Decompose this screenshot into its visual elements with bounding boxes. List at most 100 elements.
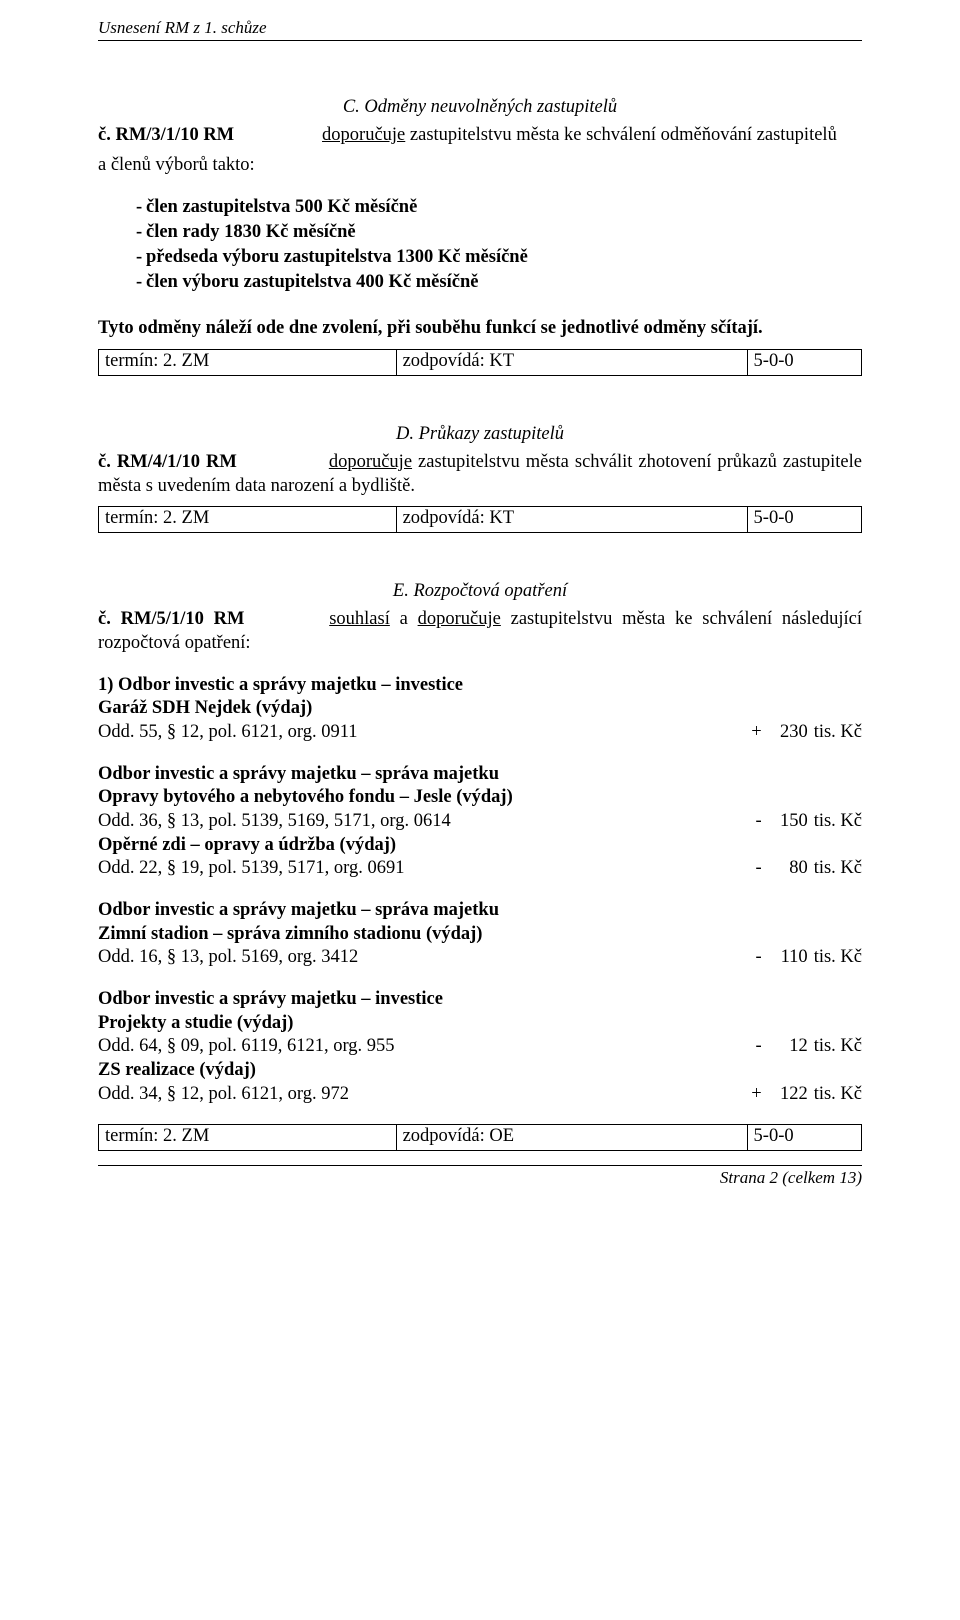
spacer bbox=[239, 125, 318, 145]
row-label: Odd. 16, § 13, pol. 5169, org. 3412 bbox=[98, 946, 708, 970]
resolution-id: č. RM/4/1/10 RM bbox=[98, 452, 237, 472]
row-label: Projekty a studie (výdaj) bbox=[98, 1012, 862, 1036]
budget-row: Odd. 36, § 13, pol. 5139, 5169, 5171, or… bbox=[98, 810, 862, 834]
block-title: Odbor investic a správy majetku – správa… bbox=[98, 763, 862, 787]
table-cell: termín: 2. ZM bbox=[99, 349, 397, 375]
amount-sign: - bbox=[720, 1035, 762, 1059]
table-cell: zodpovídá: KT bbox=[396, 349, 747, 375]
table-cell: termín: 2. ZM bbox=[99, 1125, 397, 1151]
section-c-note: Tyto odměny náleží ode dne zvolení, při … bbox=[98, 317, 862, 341]
section-d-title: D. Průkazy zastupitelů bbox=[98, 424, 862, 445]
and-word: a bbox=[400, 609, 418, 629]
row-label: Odd. 55, § 12, pol. 6121, org. 0911 bbox=[98, 721, 708, 745]
budget-row: Opěrné zdi – opravy a údržba (výdaj) bbox=[98, 834, 862, 858]
section-c-para2: a členů výborů takto: bbox=[98, 154, 862, 178]
bullet-item: -člen zastupitelstva 500 Kč měsíčně bbox=[98, 195, 862, 220]
budget-row: Odd. 55, § 12, pol. 6121, org. 0911+230t… bbox=[98, 721, 862, 745]
row-label: Odd. 64, § 09, pol. 6119, 6121, org. 955 bbox=[98, 1035, 708, 1059]
block-title: Odbor investic a správy majetku – správa… bbox=[98, 899, 862, 923]
budget-block: Odbor investic a správy majetku – správa… bbox=[98, 899, 862, 970]
amount-value: 150 bbox=[762, 810, 808, 834]
action-word-2: doporučuje bbox=[418, 609, 501, 629]
document-page: Usnesení RM z 1. schůze C. Odměny neuvol… bbox=[0, 0, 960, 1216]
block-title: Odbor investic a správy majetku – invest… bbox=[98, 988, 862, 1012]
amount-value: 80 bbox=[762, 857, 808, 881]
action-word: doporučuje bbox=[322, 125, 405, 145]
row-amount: -150tis. Kč bbox=[708, 810, 862, 834]
para-text: zastupitelstvu města ke schválení odměňo… bbox=[410, 125, 837, 145]
row-amount: -110tis. Kč bbox=[708, 946, 862, 970]
amount-unit: tis. Kč bbox=[808, 1083, 862, 1107]
budget-row: Projekty a studie (výdaj) bbox=[98, 1012, 862, 1036]
budget-row: ZS realizace (výdaj) bbox=[98, 1059, 862, 1083]
row-label: Opěrné zdi – opravy a údržba (výdaj) bbox=[98, 834, 862, 858]
bullet-dash: - bbox=[98, 270, 146, 295]
row-label: Garáž SDH Nejdek (výdaj) bbox=[98, 697, 862, 721]
action-word: souhlasí bbox=[329, 609, 390, 629]
bullet-list: -člen zastupitelstva 500 Kč měsíčně-člen… bbox=[98, 195, 862, 295]
budget-row: Odd. 22, § 19, pol. 5139, 5171, org. 069… bbox=[98, 857, 862, 881]
amount-unit: tis. Kč bbox=[808, 810, 862, 834]
table-cell: termín: 2. ZM bbox=[99, 507, 397, 533]
amount-unit: tis. Kč bbox=[808, 1035, 862, 1059]
result-table-e: termín: 2. ZM zodpovídá: OE 5-0-0 bbox=[98, 1124, 862, 1151]
bullet-text: člen rady 1830 Kč měsíčně bbox=[146, 220, 356, 245]
row-label: ZS realizace (výdaj) bbox=[98, 1059, 862, 1083]
bullet-dash: - bbox=[98, 245, 146, 270]
amount-unit: tis. Kč bbox=[808, 946, 862, 970]
bullet-item: -člen rady 1830 Kč měsíčně bbox=[98, 220, 862, 245]
amount-sign: + bbox=[720, 721, 762, 745]
amount-value: 122 bbox=[762, 1083, 808, 1107]
amount-value: 230 bbox=[762, 721, 808, 745]
budget-row: Opravy bytového a nebytového fondu – Jes… bbox=[98, 786, 862, 810]
section-c-title: C. Odměny neuvolněných zastupitelů bbox=[98, 97, 862, 118]
budget-block: 1) Odbor investic a správy majetku – inv… bbox=[98, 674, 862, 745]
row-amount: +122tis. Kč bbox=[708, 1083, 862, 1107]
row-label: Odd. 34, § 12, pol. 6121, org. 972 bbox=[98, 1083, 708, 1107]
bullet-text: člen zastupitelstva 500 Kč měsíčně bbox=[146, 195, 417, 220]
amount-value: 12 bbox=[762, 1035, 808, 1059]
section-e-para: č. RM/5/1/10 RM souhlasí a doporučuje za… bbox=[98, 608, 862, 655]
bullet-text: člen výboru zastupitelstva 400 Kč měsíčn… bbox=[146, 270, 478, 295]
row-label: Odd. 36, § 13, pol. 5139, 5169, 5171, or… bbox=[98, 810, 708, 834]
page-header: Usnesení RM z 1. schůze bbox=[98, 18, 862, 41]
budget-row: Odd. 64, § 09, pol. 6119, 6121, org. 955… bbox=[98, 1035, 862, 1059]
row-label: Odd. 22, § 19, pol. 5139, 5171, org. 069… bbox=[98, 857, 708, 881]
bullet-dash: - bbox=[98, 195, 146, 220]
row-amount: +230tis. Kč bbox=[708, 721, 862, 745]
table-cell: 5-0-0 bbox=[747, 349, 861, 375]
section-c-para: č. RM/3/1/10 RM doporučuje zastupitelstv… bbox=[98, 124, 862, 148]
amount-unit: tis. Kč bbox=[808, 721, 862, 745]
resolution-id: č. RM/5/1/10 RM bbox=[98, 609, 244, 629]
budget-blocks: 1) Odbor investic a správy majetku – inv… bbox=[98, 674, 862, 1107]
amount-sign: - bbox=[720, 810, 762, 834]
section-e-title: E. Rozpočtová opatření bbox=[98, 581, 862, 602]
row-label: Opravy bytového a nebytového fondu – Jes… bbox=[98, 786, 862, 810]
result-table-d: termín: 2. ZM zodpovídá: KT 5-0-0 bbox=[98, 506, 862, 533]
row-amount: -80tis. Kč bbox=[708, 857, 862, 881]
table-cell: zodpovídá: OE bbox=[396, 1125, 747, 1151]
bullet-item: -předseda výboru zastupitelstva 1300 Kč … bbox=[98, 245, 862, 270]
block-title: 1) Odbor investic a správy majetku – inv… bbox=[98, 674, 862, 698]
amount-unit: tis. Kč bbox=[808, 857, 862, 881]
bullet-dash: - bbox=[98, 220, 146, 245]
result-table-c: termín: 2. ZM zodpovídá: KT 5-0-0 bbox=[98, 349, 862, 376]
row-amount: -12tis. Kč bbox=[708, 1035, 862, 1059]
spacer bbox=[243, 452, 323, 472]
spacer bbox=[254, 609, 319, 629]
budget-row: Odd. 16, § 13, pol. 5169, org. 3412-110t… bbox=[98, 946, 862, 970]
amount-sign: + bbox=[720, 1083, 762, 1107]
budget-block: Odbor investic a správy majetku – invest… bbox=[98, 988, 862, 1106]
bullet-text: předseda výboru zastupitelstva 1300 Kč m… bbox=[146, 245, 528, 270]
amount-sign: - bbox=[720, 857, 762, 881]
budget-row: Garáž SDH Nejdek (výdaj) bbox=[98, 697, 862, 721]
budget-block: Odbor investic a správy majetku – správa… bbox=[98, 763, 862, 881]
amount-value: 110 bbox=[762, 946, 808, 970]
bullet-item: -člen výboru zastupitelstva 400 Kč měsíč… bbox=[98, 270, 862, 295]
table-cell: 5-0-0 bbox=[747, 507, 861, 533]
table-cell: zodpovídá: KT bbox=[396, 507, 747, 533]
row-label: Zimní stadion – správa zimního stadionu … bbox=[98, 923, 862, 947]
action-word: doporučuje bbox=[329, 452, 412, 472]
budget-row: Odd. 34, § 12, pol. 6121, org. 972+122ti… bbox=[98, 1083, 862, 1107]
footer-text: Strana 2 (celkem 13) bbox=[720, 1168, 862, 1188]
